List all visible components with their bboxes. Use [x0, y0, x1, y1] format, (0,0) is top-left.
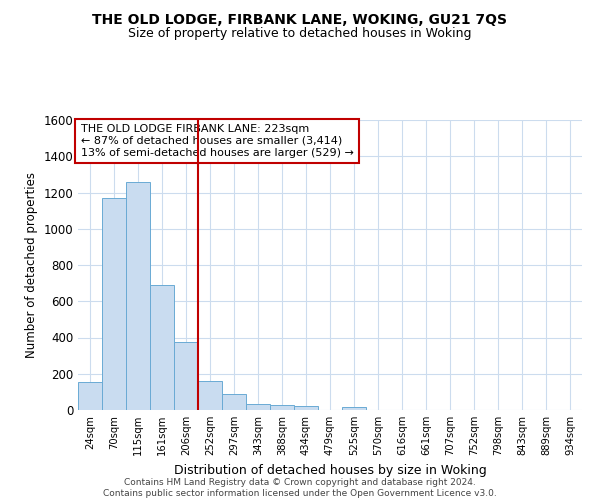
Bar: [198, 381, 222, 410]
Bar: [294, 406, 318, 410]
Bar: [102, 198, 126, 410]
Text: Contains HM Land Registry data © Crown copyright and database right 2024.
Contai: Contains HM Land Registry data © Crown c…: [103, 478, 497, 498]
X-axis label: Distribution of detached houses by size in Woking: Distribution of detached houses by size …: [173, 464, 487, 476]
Bar: [342, 408, 366, 410]
Bar: [246, 404, 270, 410]
Bar: [222, 394, 246, 410]
Bar: [174, 342, 198, 410]
Text: Size of property relative to detached houses in Woking: Size of property relative to detached ho…: [128, 28, 472, 40]
Bar: [270, 406, 294, 410]
Bar: [78, 382, 102, 410]
Y-axis label: Number of detached properties: Number of detached properties: [25, 172, 38, 358]
Bar: [150, 285, 174, 410]
Text: THE OLD LODGE, FIRBANK LANE, WOKING, GU21 7QS: THE OLD LODGE, FIRBANK LANE, WOKING, GU2…: [92, 12, 508, 26]
Bar: [126, 182, 150, 410]
Text: THE OLD LODGE FIRBANK LANE: 223sqm
← 87% of detached houses are smaller (3,414)
: THE OLD LODGE FIRBANK LANE: 223sqm ← 87%…: [80, 124, 353, 158]
